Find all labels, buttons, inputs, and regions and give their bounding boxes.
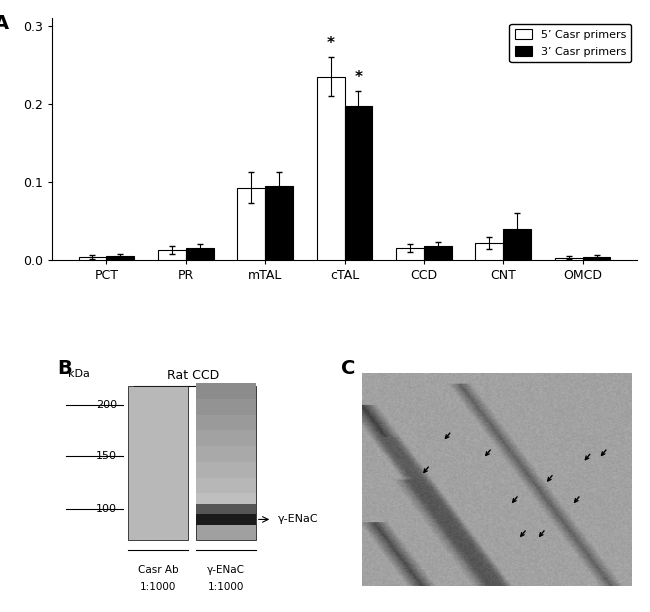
- Bar: [107, 256, 134, 260]
- Bar: [582, 257, 610, 260]
- Text: C: C: [341, 359, 356, 378]
- Bar: [265, 186, 293, 260]
- Bar: [317, 77, 345, 260]
- Bar: [196, 430, 256, 446]
- Bar: [424, 246, 452, 260]
- Text: kDa: kDa: [68, 369, 90, 379]
- Bar: [196, 514, 256, 524]
- Bar: [344, 106, 372, 260]
- Text: Casr Ab: Casr Ab: [138, 565, 178, 575]
- Bar: [396, 248, 424, 260]
- Bar: [196, 477, 256, 493]
- Text: 100: 100: [96, 504, 117, 514]
- Bar: [475, 243, 503, 260]
- Text: 1:1000: 1:1000: [140, 581, 176, 592]
- Bar: [555, 258, 582, 260]
- Bar: [79, 257, 107, 260]
- Bar: [196, 446, 256, 462]
- Text: B: B: [57, 359, 72, 378]
- Text: 200: 200: [96, 400, 117, 410]
- Bar: [503, 229, 531, 260]
- Text: γ-ENaC: γ-ENaC: [207, 565, 245, 575]
- Bar: [196, 504, 256, 514]
- Bar: [128, 386, 188, 540]
- Text: *: *: [354, 70, 363, 84]
- Bar: [186, 248, 214, 260]
- Text: γ-ENaC: γ-ENaC: [278, 515, 318, 524]
- Bar: [196, 493, 256, 509]
- Text: Rat CCD: Rat CCD: [167, 369, 220, 382]
- Bar: [196, 415, 256, 430]
- Text: 1:1000: 1:1000: [208, 581, 244, 592]
- Bar: [196, 399, 256, 415]
- Text: 150: 150: [96, 451, 117, 461]
- Text: *: *: [326, 36, 335, 51]
- Text: A: A: [0, 13, 8, 32]
- Legend: 5’ Casr primers, 3’ Casr primers: 5’ Casr primers, 3’ Casr primers: [510, 24, 631, 62]
- Bar: [237, 187, 265, 260]
- Bar: [196, 383, 256, 399]
- Bar: [196, 386, 256, 540]
- Bar: [158, 250, 186, 260]
- Bar: [196, 462, 256, 477]
